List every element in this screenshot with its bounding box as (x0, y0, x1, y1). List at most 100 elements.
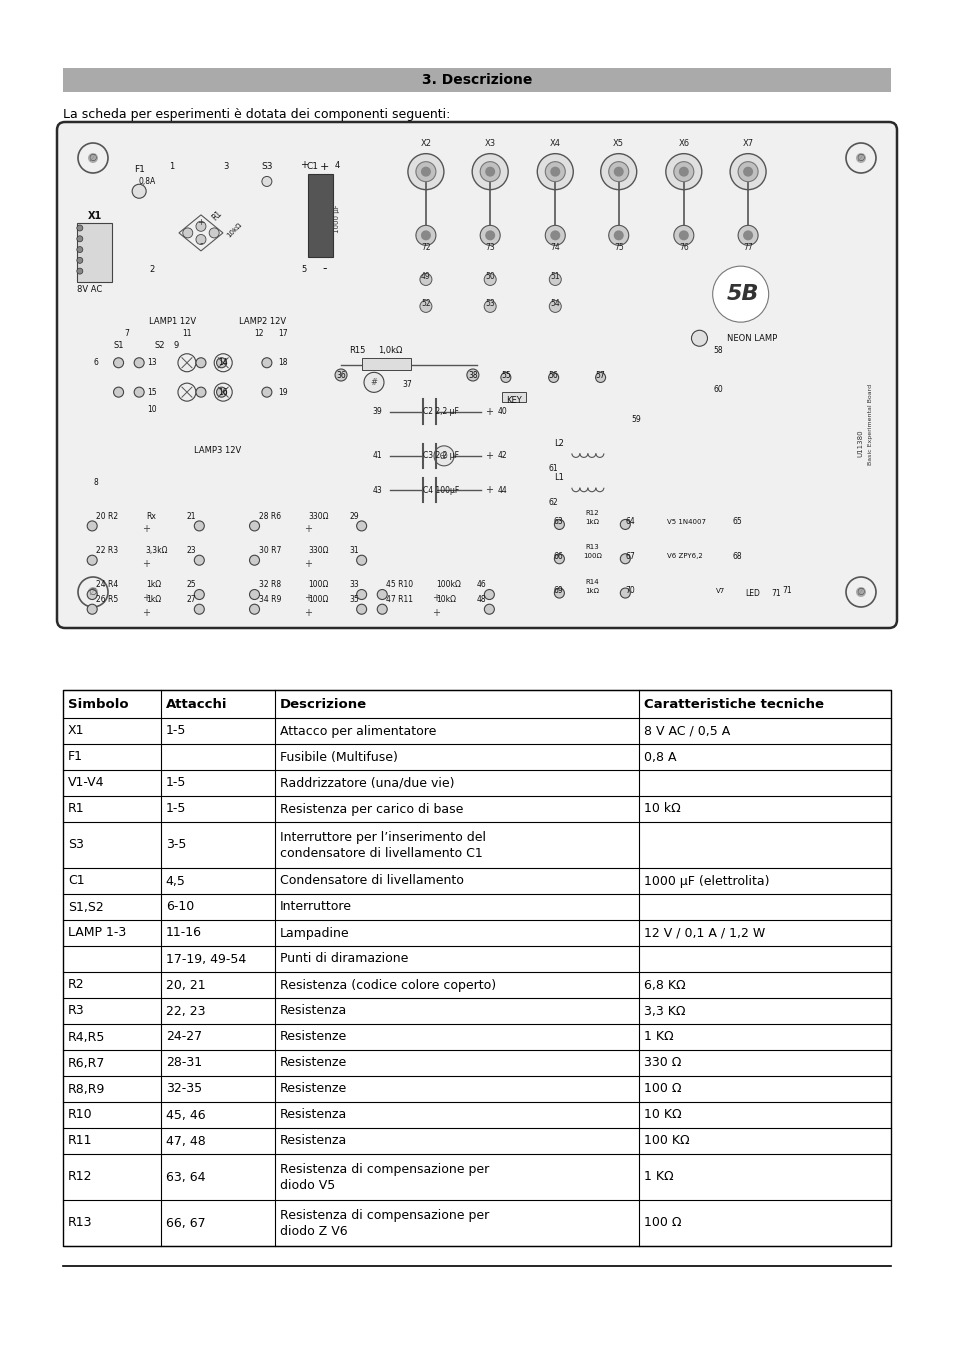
Circle shape (77, 236, 83, 242)
Circle shape (549, 273, 560, 285)
Text: +: + (485, 407, 493, 416)
Circle shape (554, 519, 564, 530)
Text: Punti di diramazione: Punti di diramazione (279, 952, 408, 966)
Circle shape (479, 162, 499, 181)
Circle shape (742, 231, 752, 240)
Text: 23: 23 (187, 546, 196, 555)
Circle shape (472, 154, 508, 189)
Bar (77, 223, 112, 282)
Circle shape (194, 604, 204, 615)
Text: #: # (370, 378, 377, 386)
Text: 3. Descrizione: 3. Descrizione (421, 73, 532, 86)
Text: -: - (199, 238, 202, 247)
Text: 330 Ω: 330 Ω (643, 1056, 681, 1070)
Circle shape (484, 273, 496, 285)
Circle shape (183, 228, 193, 238)
Circle shape (548, 373, 558, 382)
Text: 12 V / 0,1 A / 1,2 W: 12 V / 0,1 A / 1,2 W (643, 927, 764, 939)
Circle shape (262, 388, 272, 397)
Text: R4,R5: R4,R5 (68, 1031, 105, 1043)
Text: ⊕: ⊕ (439, 451, 448, 461)
Circle shape (466, 369, 478, 381)
Circle shape (729, 154, 765, 189)
Text: 6,8 KΩ: 6,8 KΩ (643, 978, 685, 992)
Circle shape (673, 162, 693, 181)
Text: Resistenza di compensazione per: Resistenza di compensazione per (279, 1163, 489, 1175)
Circle shape (484, 300, 496, 312)
Circle shape (77, 267, 83, 274)
Text: 45, 46: 45, 46 (166, 1109, 205, 1121)
Text: 1 KΩ: 1 KΩ (643, 1170, 673, 1183)
Text: X2: X2 (420, 139, 431, 149)
Text: U11380: U11380 (856, 430, 862, 458)
Text: 65: 65 (732, 517, 741, 527)
Circle shape (554, 554, 564, 563)
Text: 1kΩ: 1kΩ (146, 580, 161, 589)
Text: 100Ω: 100Ω (308, 580, 328, 589)
Circle shape (132, 184, 146, 199)
Text: 69: 69 (553, 586, 563, 594)
Text: 330Ω: 330Ω (308, 546, 328, 555)
Text: +: + (304, 559, 312, 569)
Text: 41: 41 (373, 451, 382, 461)
Text: 32-35: 32-35 (166, 1082, 202, 1096)
Text: 3: 3 (223, 162, 228, 172)
Bar (501, 392, 525, 403)
Text: L1: L1 (554, 473, 564, 482)
Text: V6 ZPY6,2: V6 ZPY6,2 (666, 554, 701, 559)
Circle shape (485, 231, 495, 240)
Text: 77: 77 (742, 243, 752, 253)
Text: 56: 56 (548, 370, 558, 380)
Text: R1: R1 (68, 802, 85, 816)
Text: Resistenza: Resistenza (279, 1109, 347, 1121)
Text: R6,R7: R6,R7 (68, 1056, 105, 1070)
Circle shape (484, 604, 494, 615)
Text: Interruttore per l’inserimento del: Interruttore per l’inserimento del (279, 831, 485, 844)
Text: R13: R13 (585, 544, 598, 550)
Text: 72: 72 (420, 243, 430, 253)
Circle shape (113, 358, 124, 367)
Text: 60: 60 (713, 385, 722, 394)
Text: 1-5: 1-5 (166, 724, 186, 738)
Circle shape (420, 231, 431, 240)
Text: 45 R10: 45 R10 (386, 580, 413, 589)
Text: Caratteristiche tecniche: Caratteristiche tecniche (643, 697, 823, 711)
Circle shape (679, 231, 688, 240)
Text: R3: R3 (68, 1005, 85, 1017)
Text: 20, 21: 20, 21 (166, 978, 205, 992)
Circle shape (416, 162, 436, 181)
Circle shape (549, 300, 560, 312)
Text: 40: 40 (497, 407, 507, 416)
Text: R15: R15 (349, 346, 365, 355)
Text: X1: X1 (68, 724, 85, 738)
Circle shape (178, 354, 195, 372)
Text: 4: 4 (334, 161, 339, 170)
Text: 46: 46 (476, 580, 486, 589)
Text: 1kΩ: 1kΩ (585, 588, 598, 593)
Text: 73: 73 (485, 243, 495, 253)
Text: 14: 14 (218, 358, 228, 367)
Text: +: + (485, 485, 493, 496)
Text: R14: R14 (585, 578, 598, 585)
Circle shape (195, 222, 206, 231)
Text: C4 100μF: C4 100μF (423, 485, 459, 494)
Circle shape (77, 226, 83, 231)
Circle shape (209, 228, 219, 238)
Text: 71: 71 (781, 586, 791, 594)
Circle shape (545, 226, 565, 246)
Text: condensatore di livellamento C1: condensatore di livellamento C1 (279, 847, 482, 861)
Text: 75: 75 (613, 243, 623, 253)
Text: 39: 39 (372, 407, 382, 416)
Circle shape (484, 589, 494, 600)
Text: 4,5: 4,5 (166, 874, 186, 888)
Circle shape (134, 388, 144, 397)
Text: NEON LAMP: NEON LAMP (727, 334, 777, 343)
Text: 24-27: 24-27 (166, 1031, 202, 1043)
Circle shape (87, 555, 97, 565)
Circle shape (77, 257, 83, 263)
Text: +: + (304, 593, 312, 603)
Text: 10kΩ: 10kΩ (436, 594, 456, 604)
Text: 1kΩ: 1kΩ (585, 519, 598, 526)
Circle shape (262, 358, 272, 367)
Text: 1 KΩ: 1 KΩ (643, 1031, 673, 1043)
